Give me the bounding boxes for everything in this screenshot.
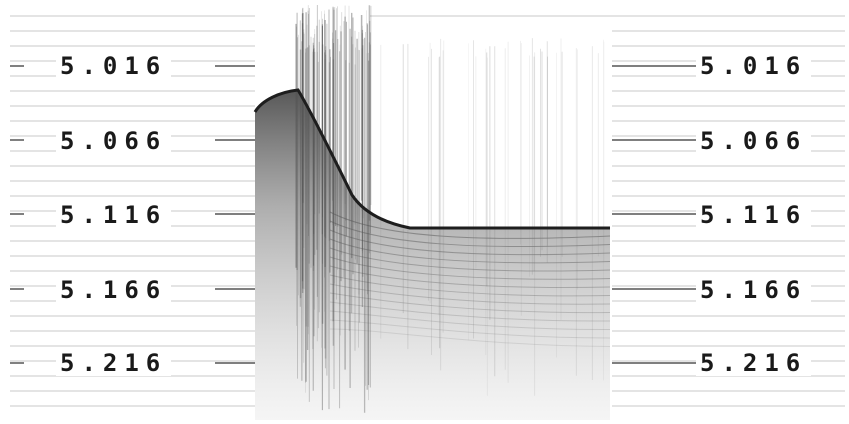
sub-bottom-layer <box>329 274 611 297</box>
depth-label-right-5: 5.216 <box>696 350 812 376</box>
sub-bottom-layers <box>329 211 611 347</box>
depth-label-right-1: 5.016 <box>696 53 812 79</box>
sub-bottom-layer <box>329 283 611 305</box>
depth-label-left-1: 5.016 <box>56 53 172 79</box>
sub-bottom-layer <box>329 238 611 264</box>
sub-bottom-layer <box>329 310 611 331</box>
depth-label-left-3: 5.116 <box>56 202 172 228</box>
seafloor-line <box>253 88 610 230</box>
sub-bottom-layer <box>329 319 611 339</box>
sub-bottom-layer <box>329 247 611 272</box>
sub-bottom-layer <box>329 265 611 289</box>
depth-label-right-3: 5.116 <box>696 202 812 228</box>
noise-streaks <box>295 5 605 413</box>
sub-bottom-layer <box>329 301 611 322</box>
sub-bottom-layer <box>329 211 611 239</box>
sediment-body <box>255 90 610 420</box>
depth-label-left-5: 5.216 <box>56 350 172 376</box>
depth-label-left-4: 5.166 <box>56 277 172 303</box>
sub-bottom-layer <box>329 292 611 314</box>
depth-label-left-2: 5.066 <box>56 128 172 154</box>
sub-bottom-layer <box>329 256 611 280</box>
depth-label-right-4: 5.166 <box>696 277 812 303</box>
sub-bottom-layer <box>329 328 611 347</box>
sub-bottom-layer <box>329 229 611 256</box>
sonar-return-area <box>253 5 611 420</box>
depth-label-right-2: 5.066 <box>696 128 812 154</box>
sub-bottom-layer <box>329 220 611 248</box>
